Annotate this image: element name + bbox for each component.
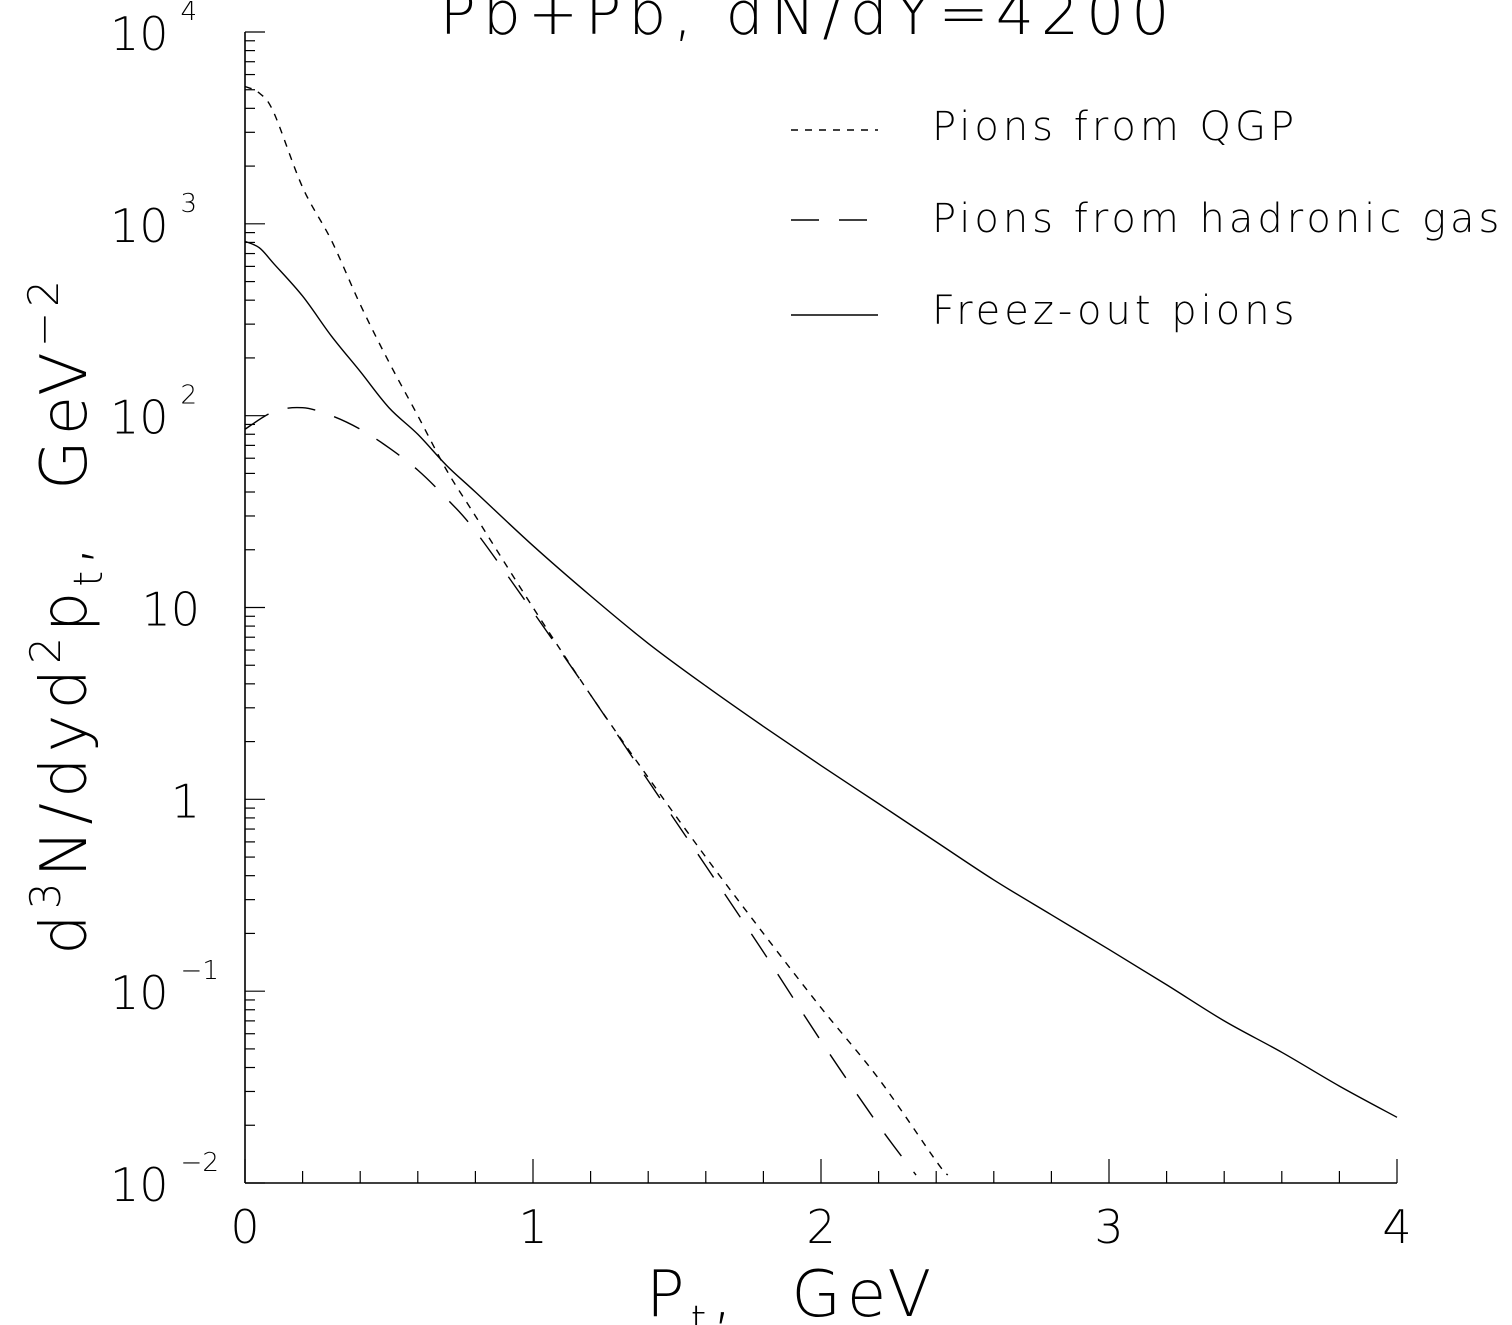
y-tick-label: 10 4 — [110, 0, 197, 61]
curve-freeze-out-pions — [244, 240, 1398, 1118]
tick-marks — [244, 31, 1398, 1184]
y-tick-label: 10 −1 — [110, 956, 219, 1020]
legend-label-freeze-out: Freez-out pions — [932, 288, 1298, 334]
curve-pions-from-qgp — [244, 85, 949, 1176]
x-tick-label: 4 — [1382, 1200, 1411, 1254]
y-tick-label: 10 3 — [110, 189, 197, 253]
y-tick-label: 10 −2 — [110, 1148, 219, 1212]
legend-label-qgp: Pions from QGP — [932, 104, 1298, 150]
y-tick-label: 10 2 — [110, 381, 197, 445]
chart-title: Pb+Pb, dN/dY=4200 — [440, 0, 1177, 49]
curve-pions-from-hadronic-gas — [244, 406, 917, 1176]
y-tick-label: 10 — [141, 583, 200, 637]
y-axis-label: d3N/dyd2pt, GeV−2 — [19, 275, 112, 955]
x-tick-label: 2 — [806, 1200, 835, 1254]
legend: Pions from QGP Pions from hadronic gas F… — [791, 104, 1503, 334]
legend-label-hadronic-gas: Pions from hadronic gas — [932, 196, 1503, 242]
data-curves — [244, 85, 1398, 1176]
x-tick-label: 0 — [230, 1200, 259, 1254]
x-tick-label: 3 — [1094, 1200, 1123, 1254]
y-tick-label: 1 — [171, 774, 200, 828]
x-tick-label: 1 — [518, 1200, 547, 1254]
x-axis-label: Pt, GeV — [646, 1258, 937, 1325]
